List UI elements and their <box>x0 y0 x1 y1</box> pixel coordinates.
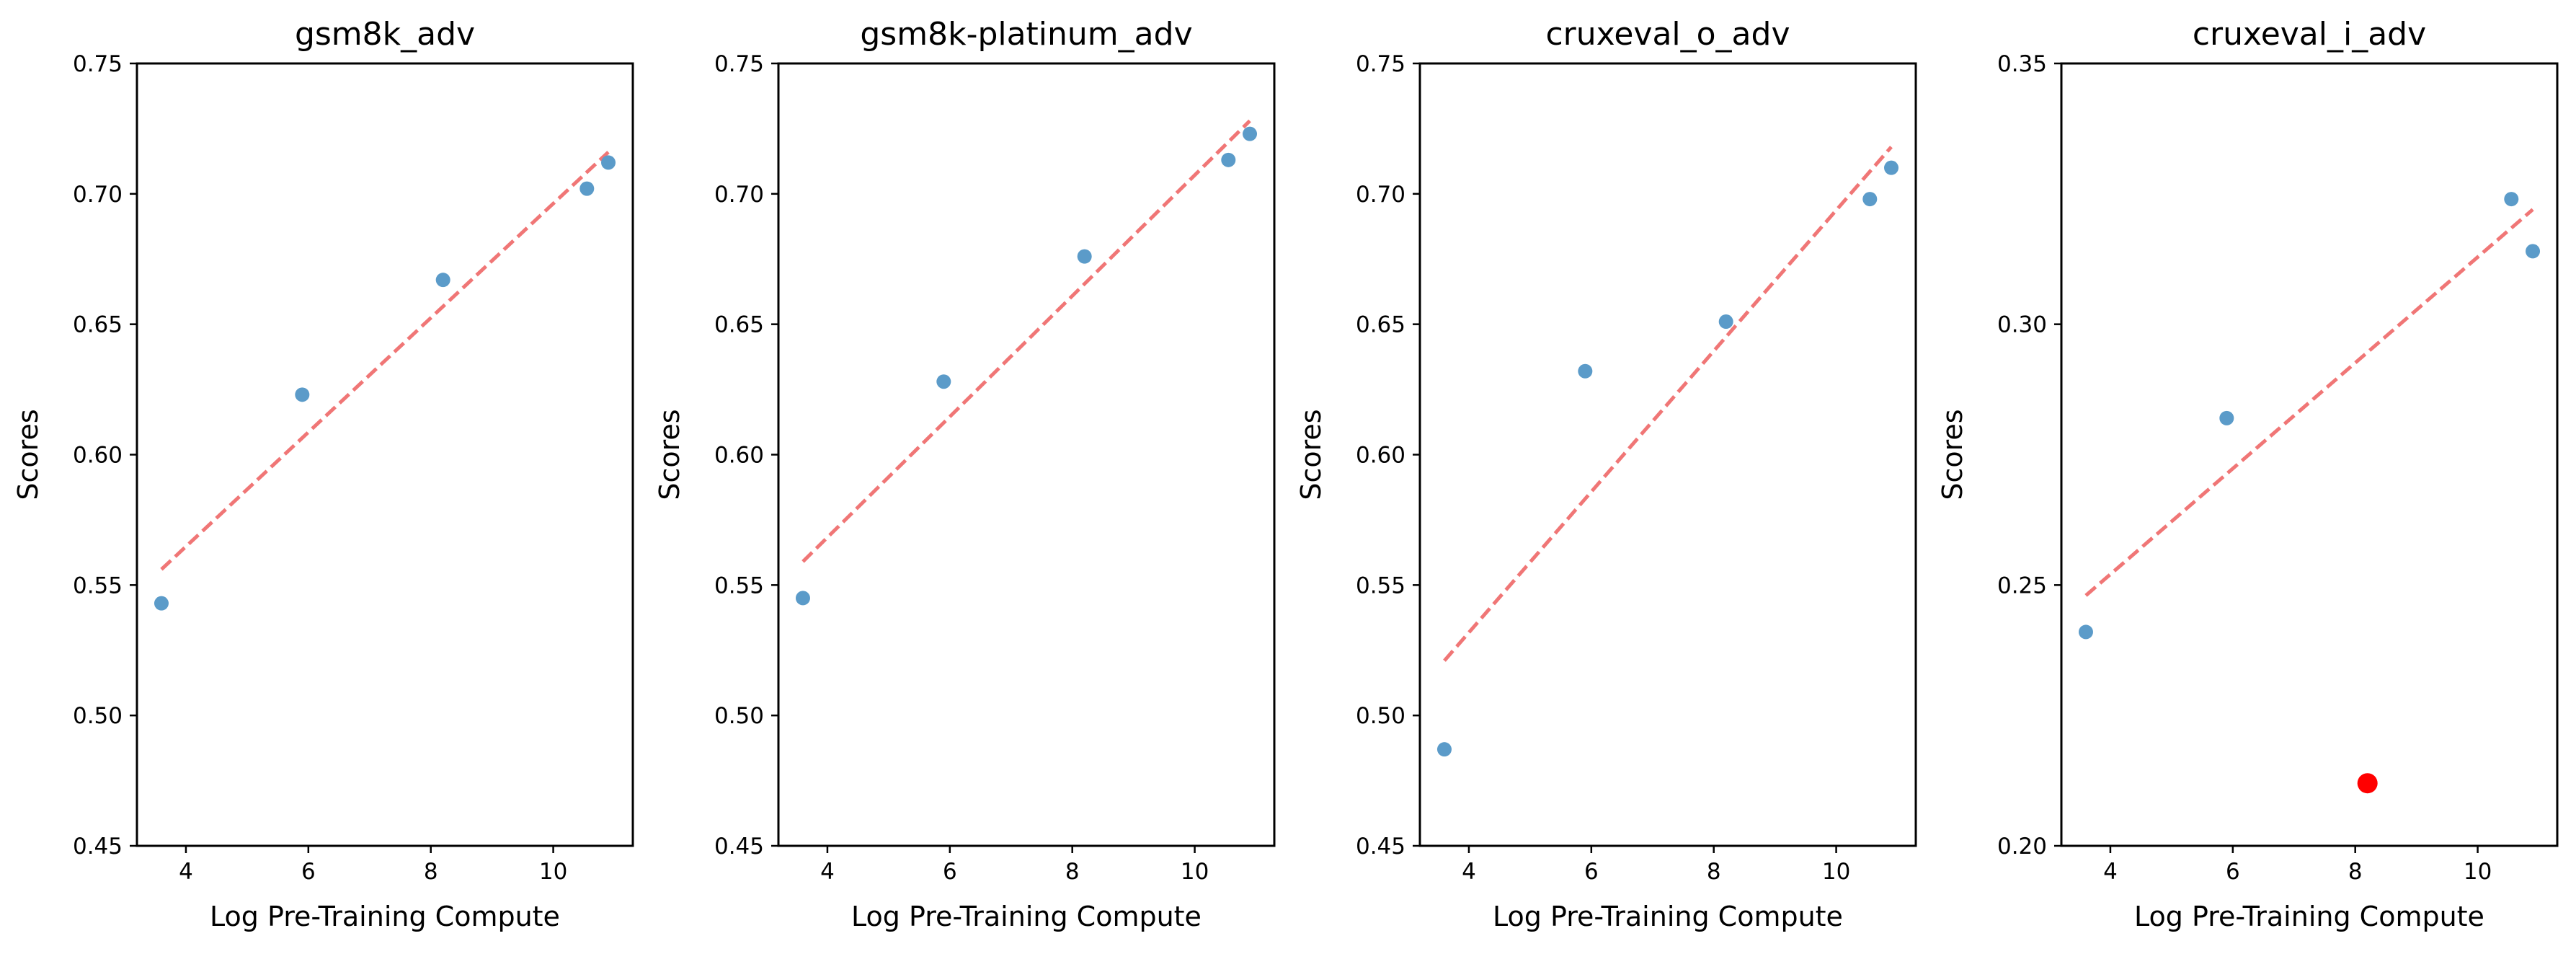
data-point <box>1436 742 1452 757</box>
y-tick-label: 0.60 <box>714 443 764 469</box>
data-point <box>1578 363 1593 379</box>
x-tick-label: 6 <box>301 859 316 885</box>
x-axis-label: Log Pre-Training Compute <box>210 901 560 932</box>
trend-line <box>801 119 1251 563</box>
y-tick-label: 0.70 <box>1356 182 1405 208</box>
data-point <box>579 181 595 196</box>
trend-line <box>160 151 610 571</box>
x-axis-label: Log Pre-Training Compute <box>851 901 1202 932</box>
y-tick-label: 0.30 <box>1997 312 2047 338</box>
data-point <box>2219 410 2234 425</box>
chart-title: gsm8k_adv <box>295 16 475 53</box>
data-point <box>1243 126 1258 141</box>
chart-panel-3: cruxeval_o_adv 0.45 0.50 0.55 0.60 0.65 0.70 0.… <box>1295 16 1917 932</box>
y-tick-label: 0.70 <box>73 182 123 208</box>
x-tick-label: 6 <box>2226 859 2240 885</box>
y-tick-label: 0.55 <box>1356 573 1405 599</box>
x-tick-label: 10 <box>1822 859 1850 885</box>
y-tick-label: 0.50 <box>714 703 764 729</box>
x-tick-label: 8 <box>1707 859 1721 885</box>
x-tick-label: 8 <box>1065 859 1080 885</box>
chart-panel-4: cruxeval_i_adv 0.20 0.25 0.30 0.35 4 6 8 10 Log P… <box>1937 16 2559 932</box>
data-point <box>435 273 450 288</box>
plot-frame <box>136 62 634 847</box>
data-point <box>2504 192 2519 207</box>
data-point <box>1718 314 1733 330</box>
y-tick-label: 0.60 <box>1356 443 1405 469</box>
chart-panel-2: gsm8k-platinum_adv 0.45 0.50 0.55 0.60 0.65 0.… <box>654 16 1276 932</box>
chart-title: cruxeval_i_adv <box>2193 16 2426 53</box>
plot-frame <box>1418 62 1917 847</box>
y-tick-label: 0.60 <box>73 443 123 469</box>
y-tick-label: 0.35 <box>1997 51 2047 77</box>
y-tick-label: 0.20 <box>1997 834 2047 860</box>
y-tick-label: 0.75 <box>714 51 764 77</box>
data-point <box>1077 249 1092 264</box>
x-tick-label: 4 <box>2103 859 2118 885</box>
y-axis-label: Scores <box>1295 409 1327 500</box>
trend-line <box>1443 146 1893 662</box>
x-tick-label: 4 <box>179 859 193 885</box>
x-tick-label: 4 <box>820 859 835 885</box>
data-point <box>1221 152 1236 167</box>
y-axis-label: Scores <box>12 409 44 500</box>
chart-title: cruxeval_o_adv <box>1545 16 1790 53</box>
y-tick-label: 0.50 <box>1356 703 1405 729</box>
chart-panel-1: gsm8k_adv 0.45 0.50 0.55 0.60 0.65 0.70 0.75 4 6 8… <box>12 16 634 932</box>
highlight-point <box>2357 773 2378 794</box>
data-point <box>1884 160 1899 175</box>
x-tick-label: 4 <box>1462 859 1476 885</box>
y-axis-label: Scores <box>1937 409 1968 500</box>
x-tick-label: 10 <box>1181 859 1209 885</box>
y-tick-label: 0.65 <box>1356 312 1405 338</box>
y-tick-label: 0.50 <box>73 703 123 729</box>
data-point <box>2526 244 2541 259</box>
x-tick-label: 8 <box>424 859 438 885</box>
x-axis-label: Log Pre-Training Compute <box>2134 901 2484 932</box>
y-axis-label: Scores <box>654 409 685 500</box>
y-tick-label: 0.70 <box>714 182 764 208</box>
data-point <box>295 387 310 402</box>
y-tick-label: 0.55 <box>714 573 764 599</box>
y-tick-label: 0.45 <box>714 834 764 860</box>
x-tick-label: 6 <box>943 859 957 885</box>
y-tick-label: 0.75 <box>1356 51 1405 77</box>
x-axis-label: Log Pre-Training Compute <box>1493 901 1843 932</box>
chart-title: gsm8k-platinum_adv <box>860 16 1192 53</box>
data-point <box>601 155 616 170</box>
trend-line <box>2084 208 2534 597</box>
y-tick-label: 0.25 <box>1997 573 2047 599</box>
x-tick-label: 6 <box>1584 859 1599 885</box>
y-tick-label: 0.65 <box>714 312 764 338</box>
data-point <box>936 374 951 389</box>
plot-frame <box>2060 62 2559 847</box>
y-tick-label: 0.45 <box>1356 834 1405 860</box>
x-tick-label: 10 <box>539 859 567 885</box>
data-point <box>795 591 810 606</box>
y-tick-label: 0.55 <box>73 573 123 599</box>
data-point <box>154 596 169 611</box>
x-tick-label: 8 <box>2348 859 2363 885</box>
plot-frame <box>777 62 1276 847</box>
data-point <box>1862 192 1878 207</box>
data-point <box>2078 624 2093 640</box>
x-tick-label: 10 <box>2464 859 2492 885</box>
y-tick-label: 0.45 <box>73 834 123 860</box>
y-tick-label: 0.65 <box>73 312 123 338</box>
y-tick-label: 0.75 <box>73 51 123 77</box>
